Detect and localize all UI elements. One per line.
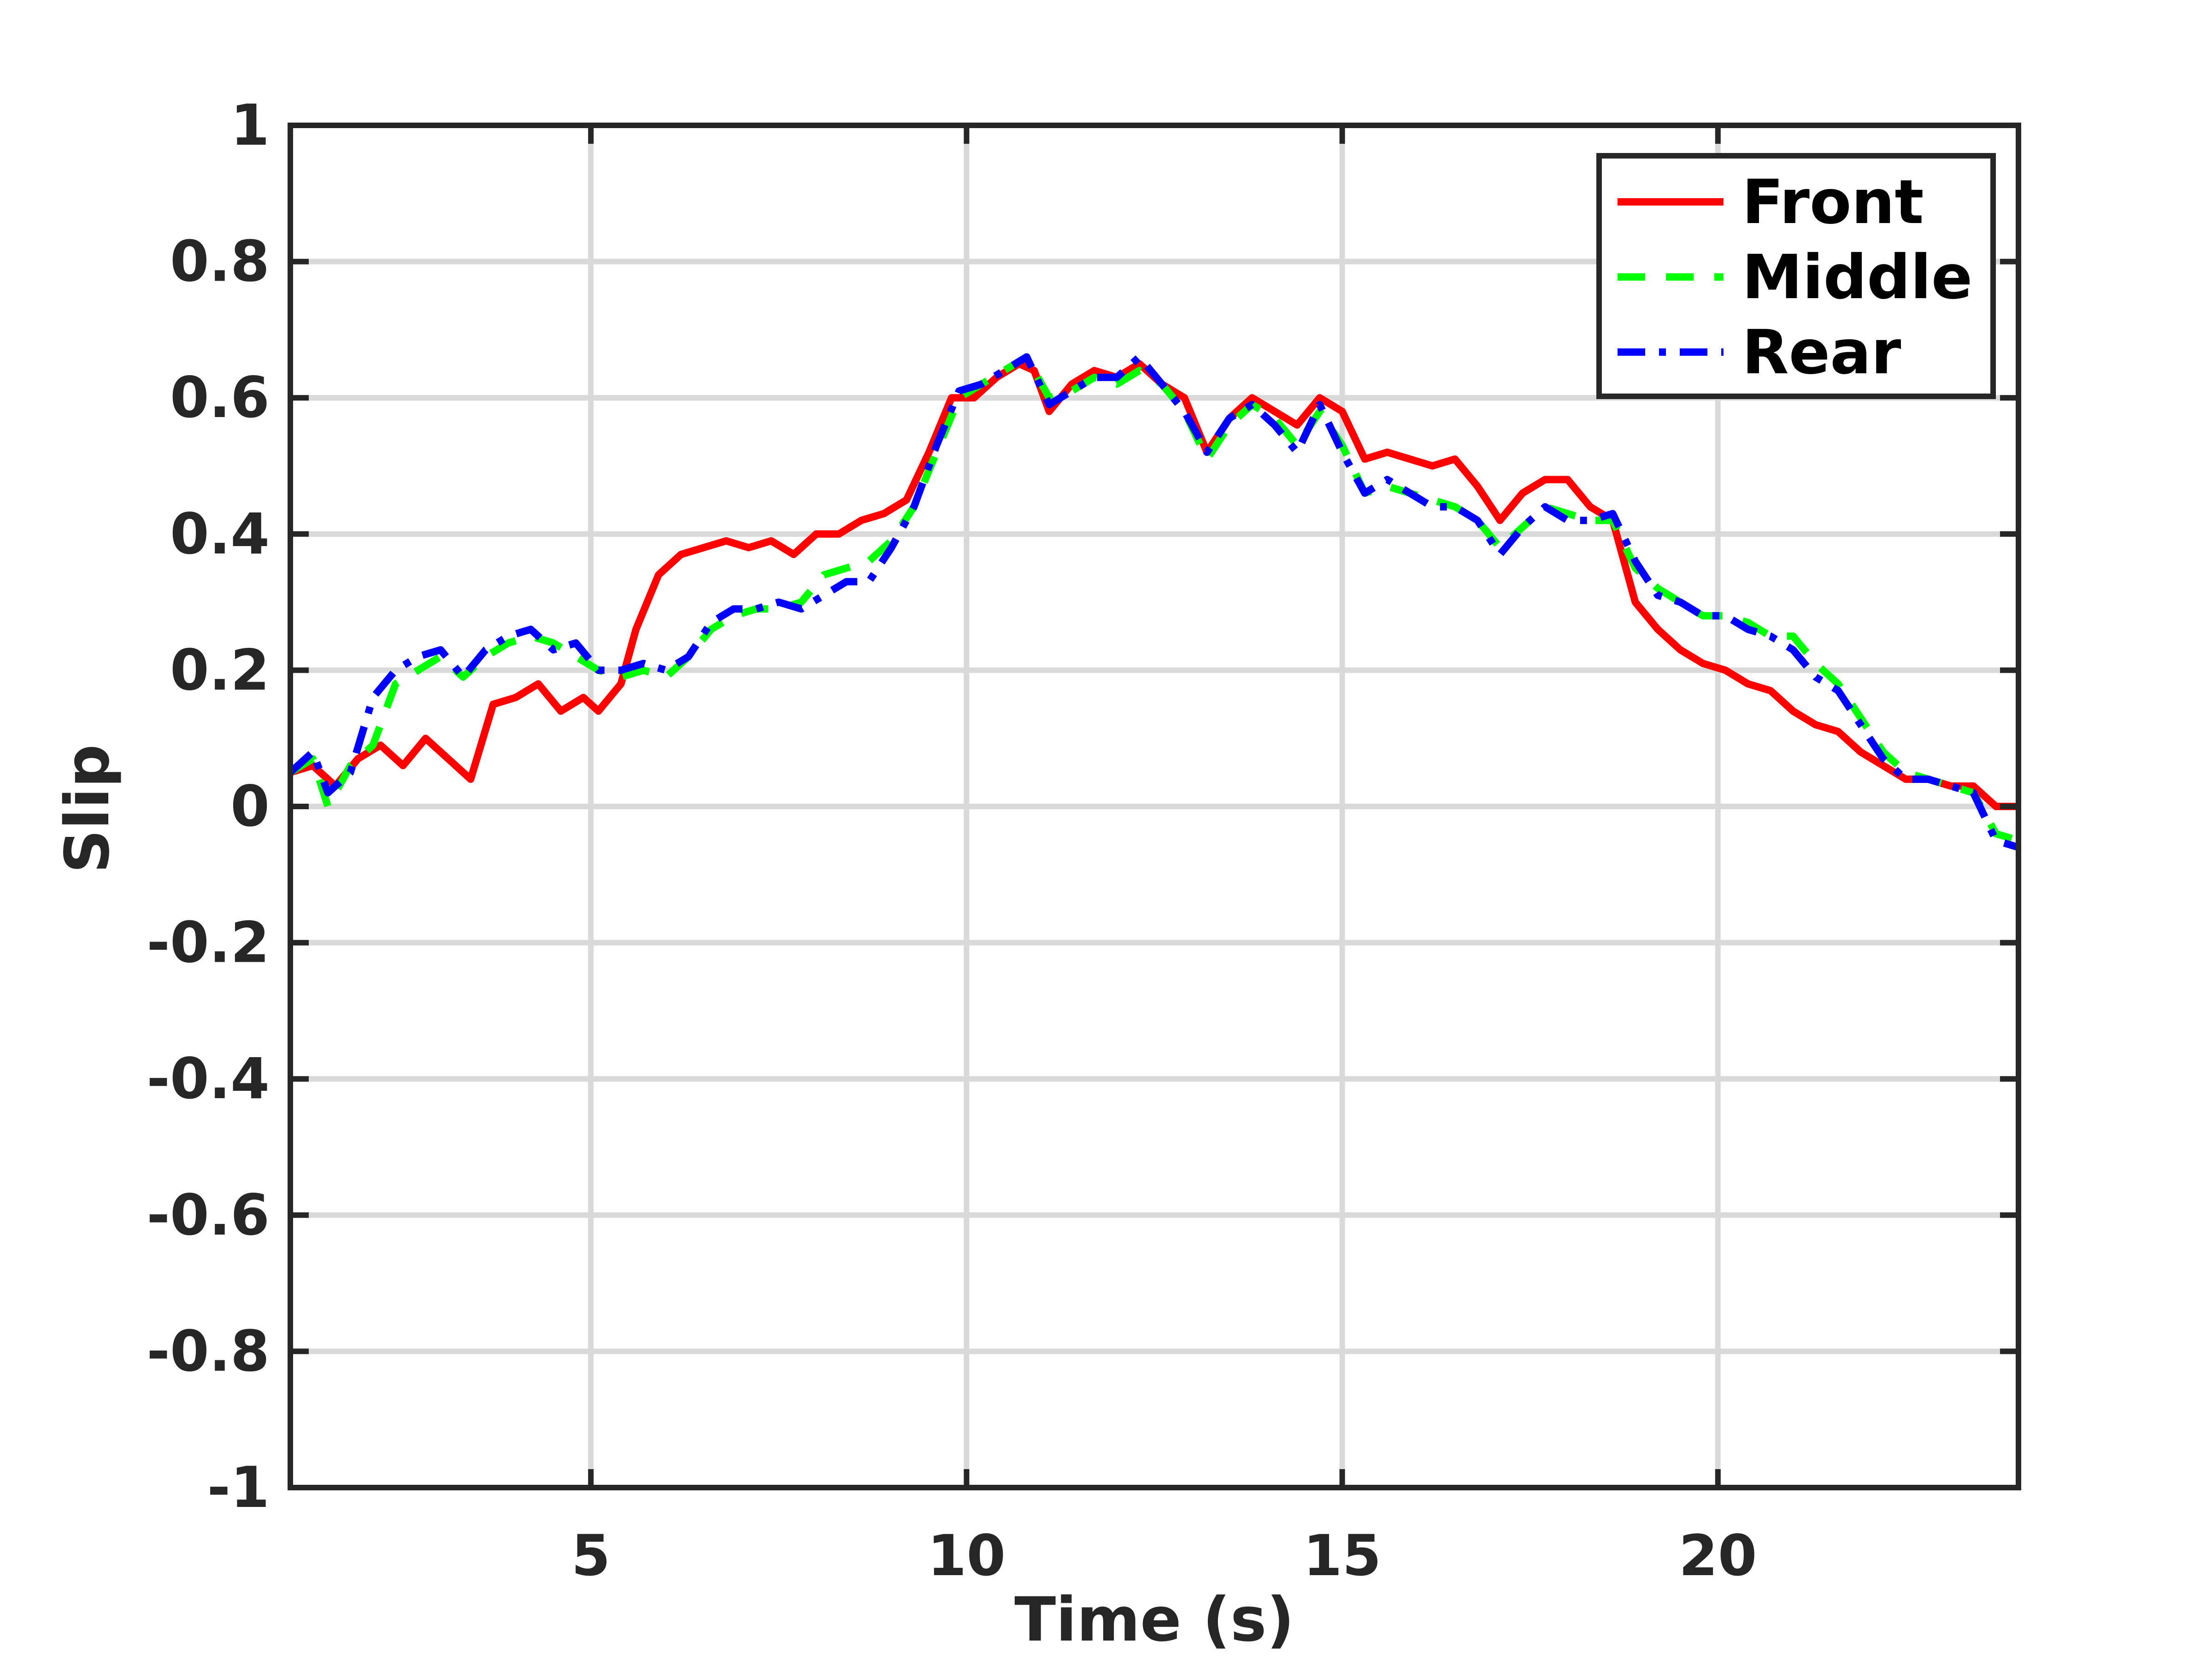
y-tick-label: 0.2 xyxy=(170,637,270,703)
x-tick-label: 10 xyxy=(928,1523,1006,1588)
series-line-front xyxy=(290,360,2018,810)
y-axis-title: Slip xyxy=(52,744,123,873)
legend-label-rear: Rear xyxy=(1742,317,1901,388)
y-tick-label: 0.4 xyxy=(170,501,270,567)
y-tick-label: -0.4 xyxy=(147,1046,270,1112)
y-tick-label: -0.2 xyxy=(147,910,270,976)
x-tick-label: 5 xyxy=(571,1523,611,1588)
series-layer xyxy=(290,353,2018,851)
y-tick-label: 0 xyxy=(230,774,270,839)
x-tick-label: 20 xyxy=(1679,1523,1757,1588)
legend-label-front: Front xyxy=(1742,167,1924,238)
y-tick-label: -0.6 xyxy=(147,1182,270,1248)
x-axis-title: Time (s) xyxy=(1014,1584,1294,1655)
y-tick-label: 0.8 xyxy=(170,229,270,294)
axes-layer xyxy=(288,123,2021,1490)
y-tick-label: 0.6 xyxy=(170,365,270,430)
y-tick-label: 1 xyxy=(230,93,270,158)
series-line-rear xyxy=(290,353,2018,851)
legend-label-middle: Middle xyxy=(1742,242,1972,313)
legend-box xyxy=(1596,153,1996,399)
tick-label-layer: -1-0.8-0.6-0.4-0.200.20.40.60.815 10 15 20 xyxy=(147,93,1757,1588)
x-tick-label: 15 xyxy=(1303,1523,1382,1588)
y-tick-label: -0.8 xyxy=(147,1318,270,1384)
y-tick-label: -1 xyxy=(207,1455,270,1520)
